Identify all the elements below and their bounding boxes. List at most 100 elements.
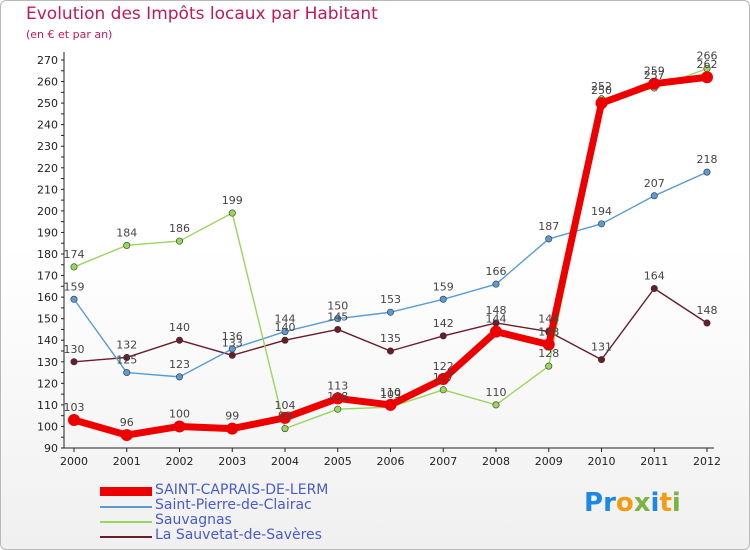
x-tick-label: 2012 [693, 455, 721, 468]
data-point [545, 235, 553, 243]
data-point [437, 373, 450, 386]
x-tick-label: 2010 [588, 455, 616, 468]
data-label: 250 [591, 84, 612, 97]
x-tick-label: 2007 [429, 455, 457, 468]
data-label: 100 [169, 407, 190, 420]
data-point [123, 241, 131, 249]
data-point [545, 362, 553, 370]
data-label: 135 [380, 332, 401, 345]
data-label: 123 [169, 358, 190, 371]
legend-label: Saint-Pierre-de-Clairac [155, 497, 312, 513]
data-label: 122 [433, 360, 454, 373]
data-label: 130 [64, 343, 85, 356]
data-label: 218 [697, 153, 718, 166]
data-point [176, 373, 184, 381]
data-label: 131 [591, 341, 612, 354]
data-label: 125 [116, 354, 137, 367]
data-label: 148 [697, 304, 718, 317]
y-tick-label: 100 [37, 420, 58, 433]
data-label: 166 [486, 265, 507, 278]
data-point [120, 429, 133, 442]
data-point [281, 328, 289, 336]
data-label: 113 [327, 379, 348, 392]
data-label: 110 [486, 386, 507, 399]
data-point [492, 401, 500, 409]
brand-letter: i [650, 488, 660, 518]
x-tick-label: 2011 [640, 455, 668, 468]
data-label: 199 [222, 194, 243, 207]
brand-letter: i [671, 488, 681, 518]
data-point [228, 345, 236, 353]
data-point [386, 347, 394, 355]
data-point [279, 411, 291, 424]
data-label: 99 [278, 410, 292, 423]
y-tick-label: 120 [37, 377, 58, 390]
y-tick-label: 160 [37, 291, 58, 304]
data-point [703, 319, 711, 327]
legend-swatch-sauvagnas [100, 521, 152, 523]
data-label: 207 [644, 177, 665, 190]
y-tick-label: 200 [37, 205, 58, 218]
data-point [334, 325, 342, 333]
chart-subtitle: (en € et par an) [26, 28, 113, 41]
data-label: 145 [327, 310, 348, 323]
y-tick-label: 130 [37, 356, 58, 369]
data-point [386, 308, 394, 316]
data-label: 174 [64, 248, 85, 261]
data-point [703, 168, 711, 176]
data-point [384, 398, 397, 411]
data-label: 153 [380, 293, 401, 306]
legend-item-saint-pierre[interactable]: Saint-Pierre-de-Clairac [100, 497, 400, 514]
data-point [650, 192, 658, 200]
data-label: 144 [538, 313, 559, 326]
legend-item-saint-caprais[interactable]: SAINT-CAPRAIS-DE-LERM [100, 482, 400, 499]
data-point [490, 325, 502, 338]
y-tick-label: 230 [37, 140, 58, 153]
y-tick-label: 170 [37, 270, 58, 283]
data-label: 266 [697, 50, 718, 63]
data-point [331, 392, 344, 405]
data-point [701, 71, 713, 84]
legend-swatch-la-sauvetat [100, 536, 152, 538]
y-tick-label: 110 [37, 399, 58, 412]
y-tick-label: 250 [37, 97, 58, 110]
data-point [123, 353, 131, 361]
y-tick-label: 180 [37, 248, 58, 261]
data-point [70, 263, 78, 271]
data-label: 103 [64, 401, 85, 414]
legend-item-sauvagnas[interactable]: Sauvagnas [100, 512, 400, 529]
data-label: 148 [486, 304, 507, 317]
brand-letter: o [615, 488, 634, 518]
data-point [439, 295, 447, 303]
data-label: 133 [222, 336, 243, 349]
data-label: 104 [275, 399, 296, 412]
brand-logo: Proxiti [584, 488, 681, 518]
x-tick-label: 2009 [535, 455, 563, 468]
y-tick-label: 220 [37, 162, 58, 175]
y-tick-label: 240 [37, 119, 58, 132]
data-label: 194 [591, 205, 612, 218]
data-label: 257 [644, 69, 665, 82]
data-point [70, 358, 78, 366]
y-tick-label: 270 [37, 54, 58, 67]
legend-label: Sauvagnas [155, 512, 232, 528]
legend-swatch-saint-caprais [100, 487, 152, 496]
data-label: 159 [64, 280, 85, 293]
data-point [176, 336, 184, 344]
data-label: 138 [538, 326, 559, 339]
legend: SAINT-CAPRAIS-DE-LERM Saint-Pierre-de-Cl… [100, 482, 400, 544]
brand-letter: P [584, 488, 604, 518]
legend-item-la-sauvetat[interactable]: La Sauvetat-de-Savères [100, 527, 400, 544]
data-point [68, 413, 80, 426]
data-label: 110 [380, 386, 401, 399]
data-label: 184 [116, 226, 137, 239]
legend-swatch-saint-pierre [100, 506, 152, 508]
data-label: 136 [222, 330, 243, 343]
legend-label: La Sauvetat-de-Savères [155, 527, 322, 543]
brand-letter: t [659, 488, 672, 518]
data-label: 132 [116, 338, 137, 351]
data-point [595, 97, 608, 110]
x-tick-label: 2002 [166, 455, 194, 468]
data-label: 187 [538, 220, 559, 233]
legend-label: SAINT-CAPRAIS-DE-LERM [155, 482, 329, 498]
